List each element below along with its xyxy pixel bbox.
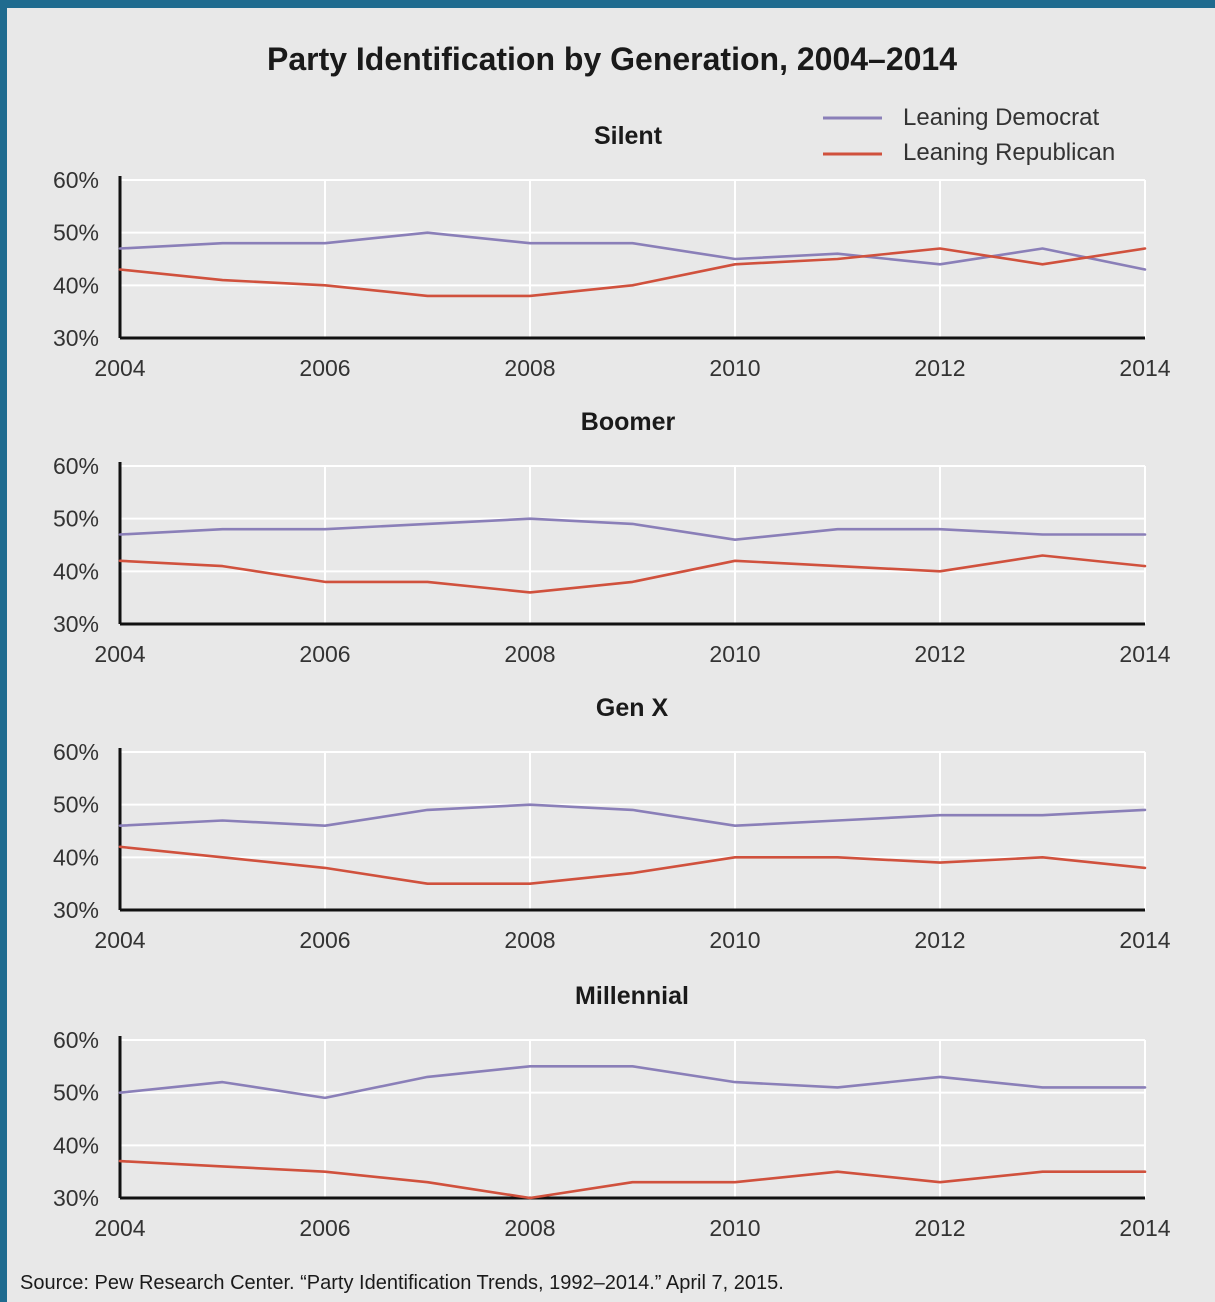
y-tick-label: 30% bbox=[53, 897, 99, 923]
y-tick-label: 50% bbox=[53, 1080, 99, 1106]
y-tick-label: 60% bbox=[53, 453, 99, 479]
legend-label-republican: Leaning Republican bbox=[903, 139, 1115, 166]
x-tick-label: 2006 bbox=[299, 1215, 350, 1241]
panel-silent: Silent 30% 40% 50% 60% 2004 2006 2008 2010 2012 20… bbox=[53, 122, 1171, 381]
y-tick-label: 30% bbox=[53, 325, 99, 351]
x-tick-label: 2014 bbox=[1119, 927, 1170, 953]
x-tick-label: 2010 bbox=[709, 927, 760, 953]
series-line-leaning-republican bbox=[118, 554, 1147, 594]
panel-title-boomer: Boomer bbox=[581, 408, 676, 436]
series-line-leaning-republican bbox=[118, 845, 1147, 886]
y-tick-label: 50% bbox=[53, 792, 99, 818]
x-tick-label: 2012 bbox=[914, 355, 965, 381]
x-tick-label: 2010 bbox=[709, 1215, 760, 1241]
x-tick-label: 2014 bbox=[1119, 1215, 1170, 1241]
x-tick-label: 2012 bbox=[914, 641, 965, 667]
y-tick-label: 40% bbox=[53, 844, 99, 870]
y-tick-label: 50% bbox=[53, 220, 99, 246]
x-tick-label: 2010 bbox=[709, 355, 760, 381]
y-tick-label: 40% bbox=[53, 558, 99, 584]
series-line-leaning-democrat bbox=[118, 803, 1147, 828]
series-line-leaning-democrat bbox=[118, 517, 1147, 542]
panel-gen-x: Gen X 30% 40% 50% 60% 2004 2006 2008 2010 2012 201… bbox=[53, 694, 1171, 953]
panel-title-silent: Silent bbox=[594, 122, 663, 150]
x-tick-label: 2008 bbox=[504, 641, 555, 667]
series-line-leaning-republican bbox=[118, 247, 1147, 298]
y-tick-label: 40% bbox=[53, 272, 99, 298]
x-tick-label: 2006 bbox=[299, 355, 350, 381]
legend-label-democrat: Leaning Democrat bbox=[903, 104, 1099, 131]
x-tick-label: 2014 bbox=[1119, 355, 1170, 381]
x-tick-label: 2006 bbox=[299, 641, 350, 667]
x-tick-label: 2006 bbox=[299, 927, 350, 953]
legend: Leaning Democrat Leaning Republican bbox=[823, 104, 1115, 166]
y-tick-label: 60% bbox=[53, 1027, 99, 1053]
x-tick-label: 2008 bbox=[504, 355, 555, 381]
series-line-leaning-democrat bbox=[118, 231, 1147, 271]
x-tick-label: 2012 bbox=[914, 927, 965, 953]
x-tick-label: 2004 bbox=[94, 1215, 145, 1241]
x-tick-label: 2014 bbox=[1119, 641, 1170, 667]
x-tick-label: 2004 bbox=[94, 355, 145, 381]
y-tick-label: 60% bbox=[53, 739, 99, 765]
x-tick-label: 2008 bbox=[504, 1215, 555, 1241]
panel-millennial: Millennial 30% 40% 50% 60% 2004 2006 2008 2010 20… bbox=[53, 982, 1171, 1241]
y-tick-label: 30% bbox=[53, 1185, 99, 1211]
source-note: Source: Pew Research Center. “Party Iden… bbox=[20, 1272, 784, 1294]
chart-title: Party Identification by Generation, 2004… bbox=[267, 41, 957, 77]
x-tick-label: 2004 bbox=[94, 927, 145, 953]
series-line-leaning-republican bbox=[118, 1159, 1147, 1200]
y-tick-label: 50% bbox=[53, 506, 99, 532]
x-tick-label: 2012 bbox=[914, 1215, 965, 1241]
x-tick-label: 2004 bbox=[94, 641, 145, 667]
panel-title-gen-x: Gen X bbox=[596, 694, 669, 722]
series-line-leaning-democrat bbox=[118, 1065, 1147, 1100]
panel-title-millennial: Millennial bbox=[575, 982, 689, 1010]
y-tick-label: 30% bbox=[53, 611, 99, 637]
y-tick-label: 60% bbox=[53, 167, 99, 193]
x-tick-label: 2010 bbox=[709, 641, 760, 667]
panels-group: Silent 30% 40% 50% 60% 2004 2006 2008 2010 2012 20… bbox=[53, 122, 1171, 1241]
x-tick-label: 2008 bbox=[504, 927, 555, 953]
panel-boomer: Boomer 30% 40% 50% 60% 2004 2006 2008 2010 2012 20… bbox=[53, 408, 1171, 667]
y-tick-label: 40% bbox=[53, 1132, 99, 1158]
